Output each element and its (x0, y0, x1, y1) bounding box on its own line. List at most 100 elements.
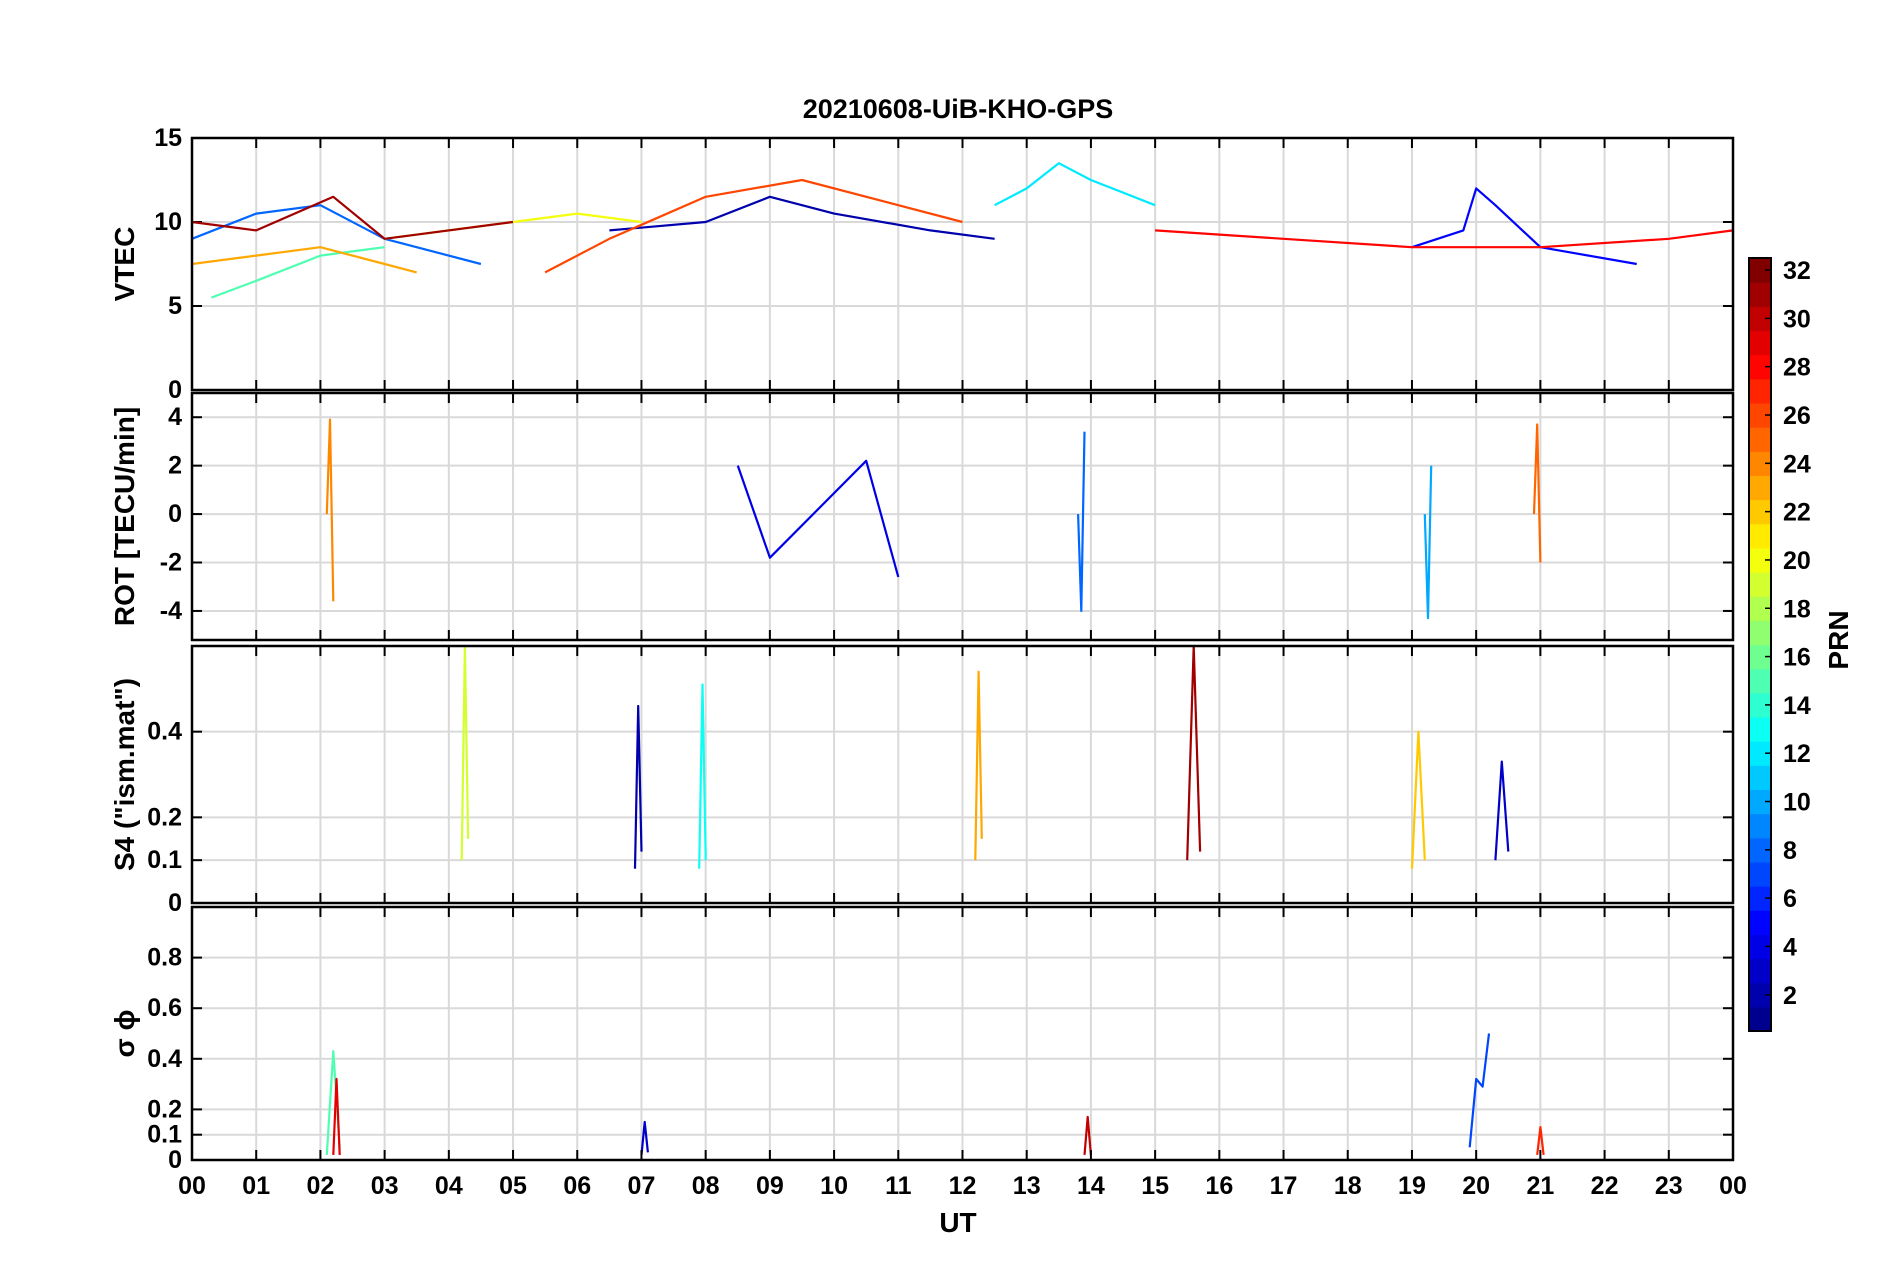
axes-frame (190, 391, 1735, 642)
series-prn-5 (1411, 187, 1637, 266)
chart-title: 20210608-UiB-KHO-GPS (803, 94, 1114, 124)
x-axis-label: UT (939, 1207, 976, 1238)
axes-frame (190, 905, 1735, 1162)
x-tick-label: 17 (1270, 1172, 1298, 1200)
colorbar-segment (1749, 1006, 1771, 1032)
series-prn-31 (191, 195, 514, 240)
colorbar-segment (1749, 572, 1771, 597)
colorbar-segment (1749, 886, 1771, 911)
x-tick-label: 15 (1141, 1172, 1169, 1200)
y-tick-label: 0 (168, 1146, 182, 1174)
series-prn-8 (1077, 431, 1086, 613)
colorbar-tick-label: 16 (1783, 644, 1811, 672)
x-tick-label: 21 (1526, 1172, 1554, 1200)
colorbar-segment (1749, 427, 1771, 452)
colorbar-segment (1749, 813, 1771, 839)
series-prn-22 (1410, 730, 1426, 869)
colorbar-segment (1749, 620, 1771, 646)
colorbar-segment (1749, 692, 1771, 718)
panel-vtec: 0 5 10 15 VTEC (109, 124, 1735, 404)
colorbar-segment (1749, 306, 1771, 332)
colorbar-segment (1749, 596, 1771, 621)
colorbar-segment (1749, 982, 1771, 1008)
x-tick-label: 03 (371, 1172, 399, 1200)
colorbar-tick-label: 28 (1783, 354, 1811, 382)
series-prn-10 (1423, 465, 1433, 620)
colorbar-tick-label: 30 (1783, 305, 1811, 333)
y-axis-label: S4 ("ism.mat") (109, 678, 140, 871)
colorbar-tick-label: 20 (1783, 547, 1811, 575)
colorbar-segment (1749, 499, 1771, 525)
panel-rot: -4 -2 0 2 4 ROT [TECU/min] (109, 391, 1735, 642)
y-axis-label: ROT [TECU/min] (109, 407, 140, 626)
series-prn-26 (544, 178, 963, 274)
series-prn-23 (974, 670, 983, 861)
colorbar-tick-label: 22 (1783, 499, 1811, 527)
y-tick-label: 4 (168, 403, 182, 431)
series-prn-3 (1494, 760, 1510, 861)
x-tick-label: 20 (1462, 1172, 1490, 1200)
colorbar-frame (1748, 257, 1772, 1032)
x-tick-label: 14 (1077, 1172, 1105, 1200)
x-tick-label: 00 (178, 1172, 206, 1200)
y-tick-label: 0 (168, 376, 182, 404)
y-tick-label: 0 (168, 500, 182, 528)
colorbar-tick-label: 32 (1783, 257, 1811, 285)
y-tick-label: 10 (154, 208, 182, 236)
colorbar-tick-label: 10 (1783, 789, 1811, 817)
colorbar-segment (1749, 451, 1771, 477)
series-prn-24 (325, 418, 335, 602)
colorbar-segment (1749, 765, 1771, 791)
colorbar-segment (1749, 378, 1771, 404)
y-axis-label: σ ϕ (109, 1010, 140, 1058)
y-tick-label: 0.4 (147, 1045, 182, 1073)
x-tick-label: 08 (692, 1172, 720, 1200)
y-tick-label: 0 (168, 889, 182, 917)
series-prn-23 (191, 246, 417, 274)
x-tick-labels: 00 01 02 03 04 05 06 07 08 09 10 11 12 13 14 15 16 17 18 19… (178, 1172, 1747, 1200)
x-tick-label: 12 (949, 1172, 977, 1200)
colorbar-tick-label: 12 (1783, 740, 1811, 768)
y-tick-label: -4 (160, 597, 182, 625)
y-tick-label: 2 (168, 452, 182, 480)
colorbar-segment (1749, 330, 1771, 356)
y-tick-label: 5 (168, 292, 182, 320)
colorbar-segment (1749, 934, 1771, 960)
series-prn-27 (1536, 1125, 1545, 1156)
x-tick-label: 00 (1719, 1172, 1747, 1200)
colorbar-tick-label: 8 (1783, 837, 1797, 865)
series-prn-8 (191, 204, 482, 266)
colorbar-label: PRN (1823, 610, 1854, 669)
colorbar-segment (1749, 402, 1771, 428)
y-tick-label: -2 (160, 549, 182, 577)
x-tick-label: 07 (628, 1172, 656, 1200)
x-tick-label: 04 (435, 1172, 463, 1200)
x-tick-label: 09 (756, 1172, 784, 1200)
colorbar-segment (1749, 861, 1771, 887)
x-tick-label: 02 (307, 1172, 335, 1200)
colorbar-tick-label: 14 (1783, 692, 1811, 720)
colorbar-segment (1749, 475, 1771, 501)
series-prn-2 (633, 704, 643, 869)
colorbar-segment (1749, 258, 1771, 283)
x-tick-label: 06 (563, 1172, 591, 1200)
y-tick-label: 0.2 (147, 1095, 182, 1123)
colorbar-segment (1749, 354, 1771, 380)
series-prn-28 (1155, 229, 1734, 249)
x-tick-label: 16 (1205, 1172, 1233, 1200)
x-tick-label: 22 (1591, 1172, 1619, 1200)
series-prn-2 (609, 195, 995, 240)
series-prn-30 (1083, 1115, 1092, 1155)
series-prn-12 (994, 162, 1156, 207)
colorbar-tick-label: 2 (1783, 982, 1797, 1010)
colorbar-segment (1749, 741, 1771, 766)
panel-s4: 0 0.1 0.2 0.4S4 ("ism.mat") (109, 644, 1735, 917)
colorbar-segment (1749, 837, 1771, 863)
y-tick-label: 0.6 (147, 994, 182, 1022)
colorbar-segment (1749, 958, 1771, 984)
colorbar-tick-label: 6 (1783, 885, 1797, 913)
colorbar-tick-label: 4 (1783, 933, 1797, 961)
y-tick-label: 15 (154, 124, 182, 152)
